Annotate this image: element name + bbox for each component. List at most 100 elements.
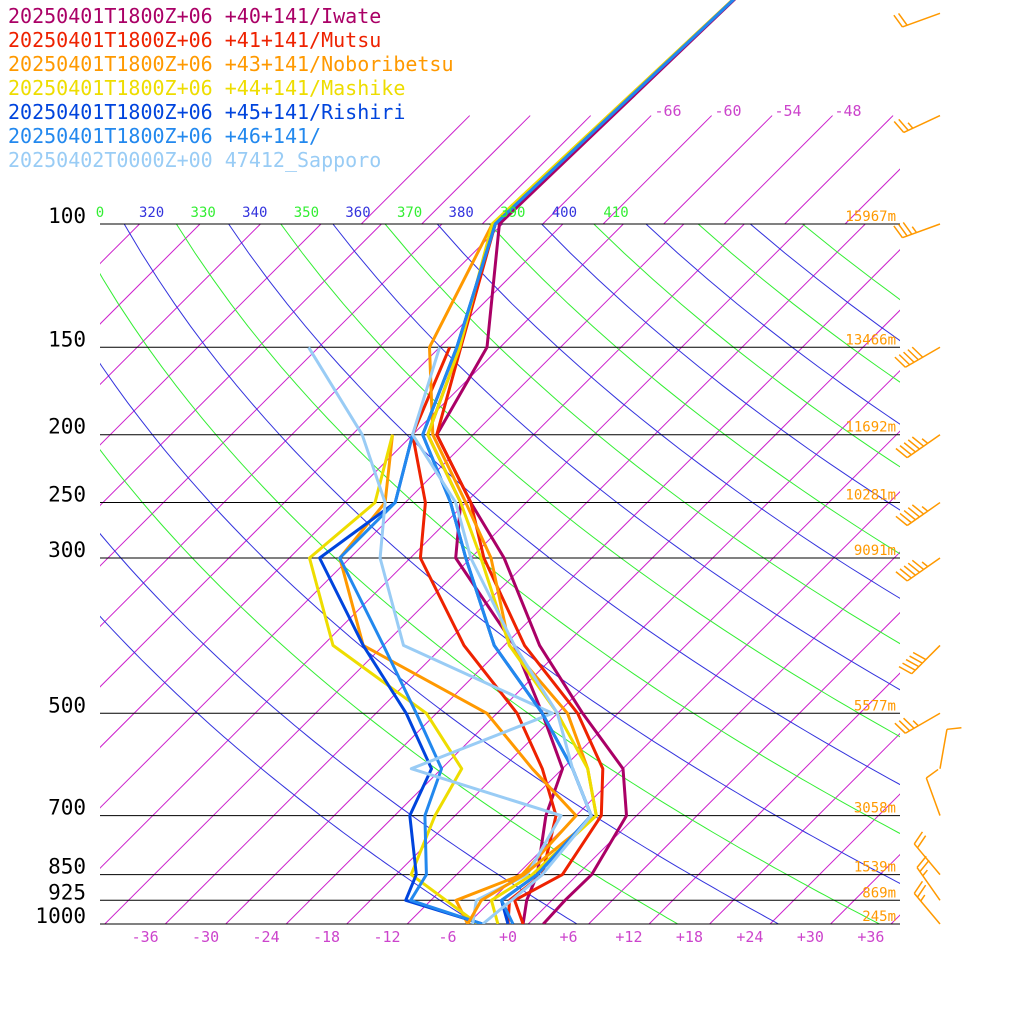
temperature-line: [435, 0, 737, 924]
wind-barb-flag: [894, 722, 906, 734]
isotherm: [285, 309, 900, 924]
upper-temp-label: -60: [714, 102, 741, 120]
pressure-label: 925: [48, 880, 86, 904]
temperature-line: [421, 0, 736, 924]
height-label: 10281m: [845, 488, 896, 504]
temperature-line: [428, 0, 735, 924]
isotherm: [1012, 224, 1024, 924]
wind-barb-staff: [913, 892, 941, 925]
wind-barb-flag: [895, 515, 908, 527]
moist-adiabat: [749, 224, 900, 342]
moist-adiabat: [645, 224, 900, 425]
x-tick-label: +36: [857, 928, 884, 946]
wind-barb-flag: [911, 559, 925, 571]
wind-barb-flag: [903, 442, 916, 453]
wind-barb-flag: [895, 571, 908, 582]
wind-barb-staff: [925, 777, 941, 816]
axis-labels: 100 15967m 150 13466m 200 11692m 250 10281m 300 9…: [35, 102, 896, 946]
x-tick-label: +30: [797, 928, 824, 946]
x-tick-label: -6: [438, 928, 456, 946]
wind-barb-flag: [916, 855, 927, 869]
theta-label: 350: [294, 205, 319, 221]
legend: 20250401T1800Z+06 +40+141/Iwate 20250401T…: [8, 4, 454, 172]
isotherm: [360, 115, 471, 225]
wind-barb-flag: [913, 831, 924, 845]
theta-label: 410: [603, 205, 628, 221]
wind-barb-half: [921, 505, 929, 512]
wind-barb-flag: [903, 717, 915, 729]
wind-barb-flag: [898, 354, 911, 366]
temperature-line: [411, 346, 593, 924]
temperature-line: [435, 0, 736, 924]
height-label: 15967m: [845, 209, 896, 225]
isotherm: [164, 224, 866, 924]
isotherm: [648, 672, 900, 924]
isotherm: [421, 115, 531, 225]
upper-temp-label: -66: [654, 102, 681, 120]
wind-barb-half: [911, 226, 918, 233]
isotherm: [0, 224, 19, 924]
isotherm: [100, 224, 201, 325]
wind-barb-flag: [899, 568, 912, 579]
x-tick-label: +24: [736, 928, 763, 946]
dry-adiabat: [280, 224, 900, 738]
dewpoint-line: [308, 434, 479, 924]
dry-adiabat: [384, 224, 900, 645]
wind-barb-flag: [909, 655, 923, 664]
wind-barb: [913, 880, 941, 925]
dry-adiabat: [593, 224, 900, 468]
temperature-line: [426, 0, 735, 924]
dewpoint-line: [307, 346, 563, 924]
moist-adiabat: [332, 224, 900, 691]
height-label: 5577m: [854, 698, 896, 714]
x-tick-label: +12: [615, 928, 642, 946]
pressure-label: 1000: [35, 904, 86, 928]
wind-barb-flag: [946, 727, 962, 731]
pressure-label: 200: [48, 415, 86, 439]
wind-barb-flag: [897, 13, 908, 26]
isotherm: [225, 249, 900, 924]
wind-barb-flag: [916, 884, 927, 898]
dewpoint-line: [338, 434, 578, 924]
isotherm: [481, 115, 592, 225]
isotherm: [709, 732, 900, 924]
dewpoint-line: [318, 434, 484, 924]
wind-barbs: [893, 12, 962, 925]
wind-barb-flag: [898, 665, 913, 675]
theta-label: 400: [552, 205, 577, 221]
wind-barb-flag: [897, 223, 908, 237]
wind-barb-flag: [903, 510, 916, 521]
moist-adiabat: [100, 362, 779, 924]
wind-barb-flag: [899, 445, 912, 456]
wind-barb: [898, 644, 941, 675]
x-tick-label: -18: [313, 928, 340, 946]
wind-barb-half: [921, 561, 929, 568]
theta-label: 0: [96, 205, 104, 221]
wind-barb: [895, 501, 941, 527]
pressure-label: 100: [48, 204, 86, 228]
moist-adiabat: [436, 224, 900, 599]
wind-barb-flag: [898, 118, 909, 131]
pressure-lines: [100, 223, 900, 925]
wind-barb-staff: [902, 12, 941, 28]
wind-barb: [894, 346, 941, 368]
wind-barb-flag: [902, 222, 913, 235]
theta-label: 380: [449, 205, 474, 221]
x-tick-label: +18: [676, 928, 703, 946]
theta-label: 370: [397, 205, 422, 221]
wind-barb: [925, 768, 941, 816]
wind-barb-flag: [911, 504, 925, 515]
wind-barb-flag: [907, 507, 920, 518]
pressure-label: 700: [48, 796, 86, 820]
upper-temp-label: -54: [774, 102, 801, 120]
isotherm: [100, 224, 564, 688]
isotherm: [406, 430, 900, 924]
wind-barb-flag: [905, 658, 920, 668]
height-label: 1539m: [854, 860, 896, 876]
wind-barb-flag: [907, 349, 919, 361]
pressure-label: 150: [48, 327, 86, 351]
isotherm: [906, 116, 1014, 224]
sounding-series: [307, 0, 737, 924]
